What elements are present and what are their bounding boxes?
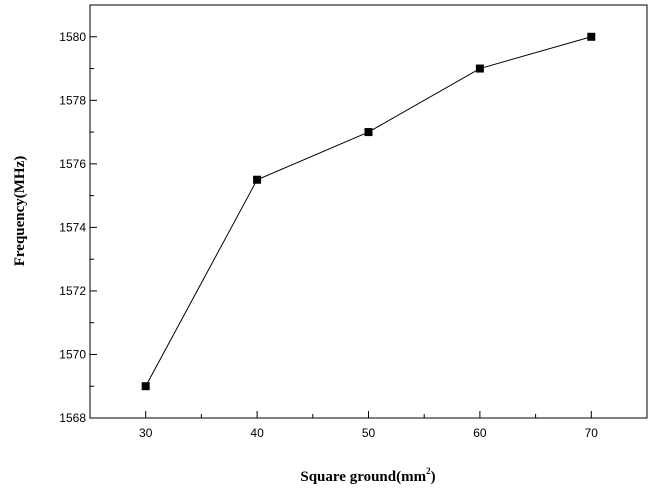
x-axis-label: Square ground(mm2) [300,466,435,485]
plot-area [89,4,648,419]
y-axis-label: Frequency(MHz) [12,156,28,267]
x-tick-label: 40 [250,426,264,440]
x-tick-label: 50 [362,426,376,440]
data-point [253,175,262,184]
y-tick-label: 1572 [59,284,86,298]
x-axis-label-superscript: 2 [426,466,431,476]
y-tick-label: 1578 [59,93,86,107]
x-tick-label: 60 [473,426,487,440]
data-point [141,382,150,391]
data-point [587,32,596,41]
y-tick-label: 1580 [59,30,86,44]
series [141,32,596,391]
y-tick-label: 1574 [59,220,86,234]
y-axis-ticks: 1568 1570 1572 1574 1576 1578 1580 [59,30,97,425]
data-point [475,64,484,73]
x-axis-label-text: Square ground(mm [300,469,426,485]
x-tick-label: 30 [139,426,153,440]
x-tick-label: 70 [585,426,599,440]
data-point [364,128,373,137]
y-tick-label: 1570 [59,347,86,361]
x-axis-ticks: 30 40 50 60 70 [139,411,598,440]
y-tick-label: 1568 [59,411,86,425]
y-tick-label: 1576 [59,157,86,171]
x-axis-label-close: ) [431,469,436,485]
